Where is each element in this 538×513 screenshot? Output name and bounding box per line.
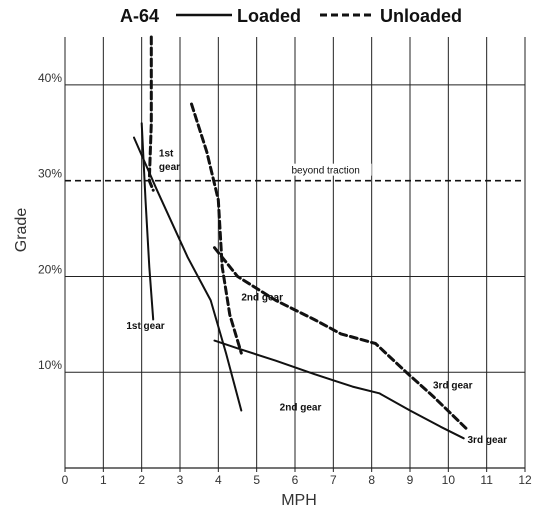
gear-label: 2nd gear (241, 292, 283, 303)
legend-unloaded-label: Unloaded (380, 6, 462, 26)
x-tick-label: 11 (480, 473, 493, 487)
gear-label: 1st gear (126, 321, 164, 332)
chart-title: A-64 (120, 6, 159, 26)
beyond-traction-label-bg (279, 163, 372, 176)
grid (64, 37, 526, 468)
gear-label: gear (159, 162, 180, 173)
x-tick-label: 0 (62, 473, 69, 487)
loaded-curve-1 (133, 136, 243, 412)
beyond-traction-label: beyond traction (291, 166, 359, 177)
unloaded-curve-3 (147, 35, 155, 192)
x-tick-label: 4 (215, 473, 222, 487)
x-tick-label: 9 (407, 473, 414, 487)
gear-label: 1st (159, 149, 174, 160)
x-tick-label: 12 (518, 473, 532, 487)
x-axis-title: MPH (281, 492, 317, 509)
x-tick-label: 1 (100, 473, 107, 487)
series (133, 35, 469, 440)
annotations: beyond traction 1st gear 1st gear 2nd gear 2n… (126, 149, 507, 446)
x-tick-label: 7 (330, 473, 337, 487)
unloaded-curve-5 (213, 246, 469, 432)
legend-loaded-label: Loaded (237, 6, 301, 26)
gear-label: 3rd gear (433, 381, 473, 392)
loaded-curve-2 (213, 339, 465, 440)
y-tick-label: 40% (38, 71, 62, 85)
x-tick-label: 2 (138, 473, 145, 487)
unloaded-curve-4 (190, 102, 243, 355)
gear-label: 3rd gear (468, 435, 508, 446)
y-tick-label: 30% (38, 167, 62, 181)
gear-label: 2nd gear (280, 403, 322, 414)
y-tick-label: 20% (38, 262, 62, 276)
y-tick-label: 10% (38, 358, 62, 372)
x-tick-label: 6 (292, 473, 299, 487)
x-tick-label: 5 (253, 473, 260, 487)
y-axis-title: Grade (13, 208, 30, 253)
x-tick-label: 8 (368, 473, 375, 487)
x-tick-label: 10 (442, 473, 456, 487)
x-tick-label: 3 (177, 473, 184, 487)
